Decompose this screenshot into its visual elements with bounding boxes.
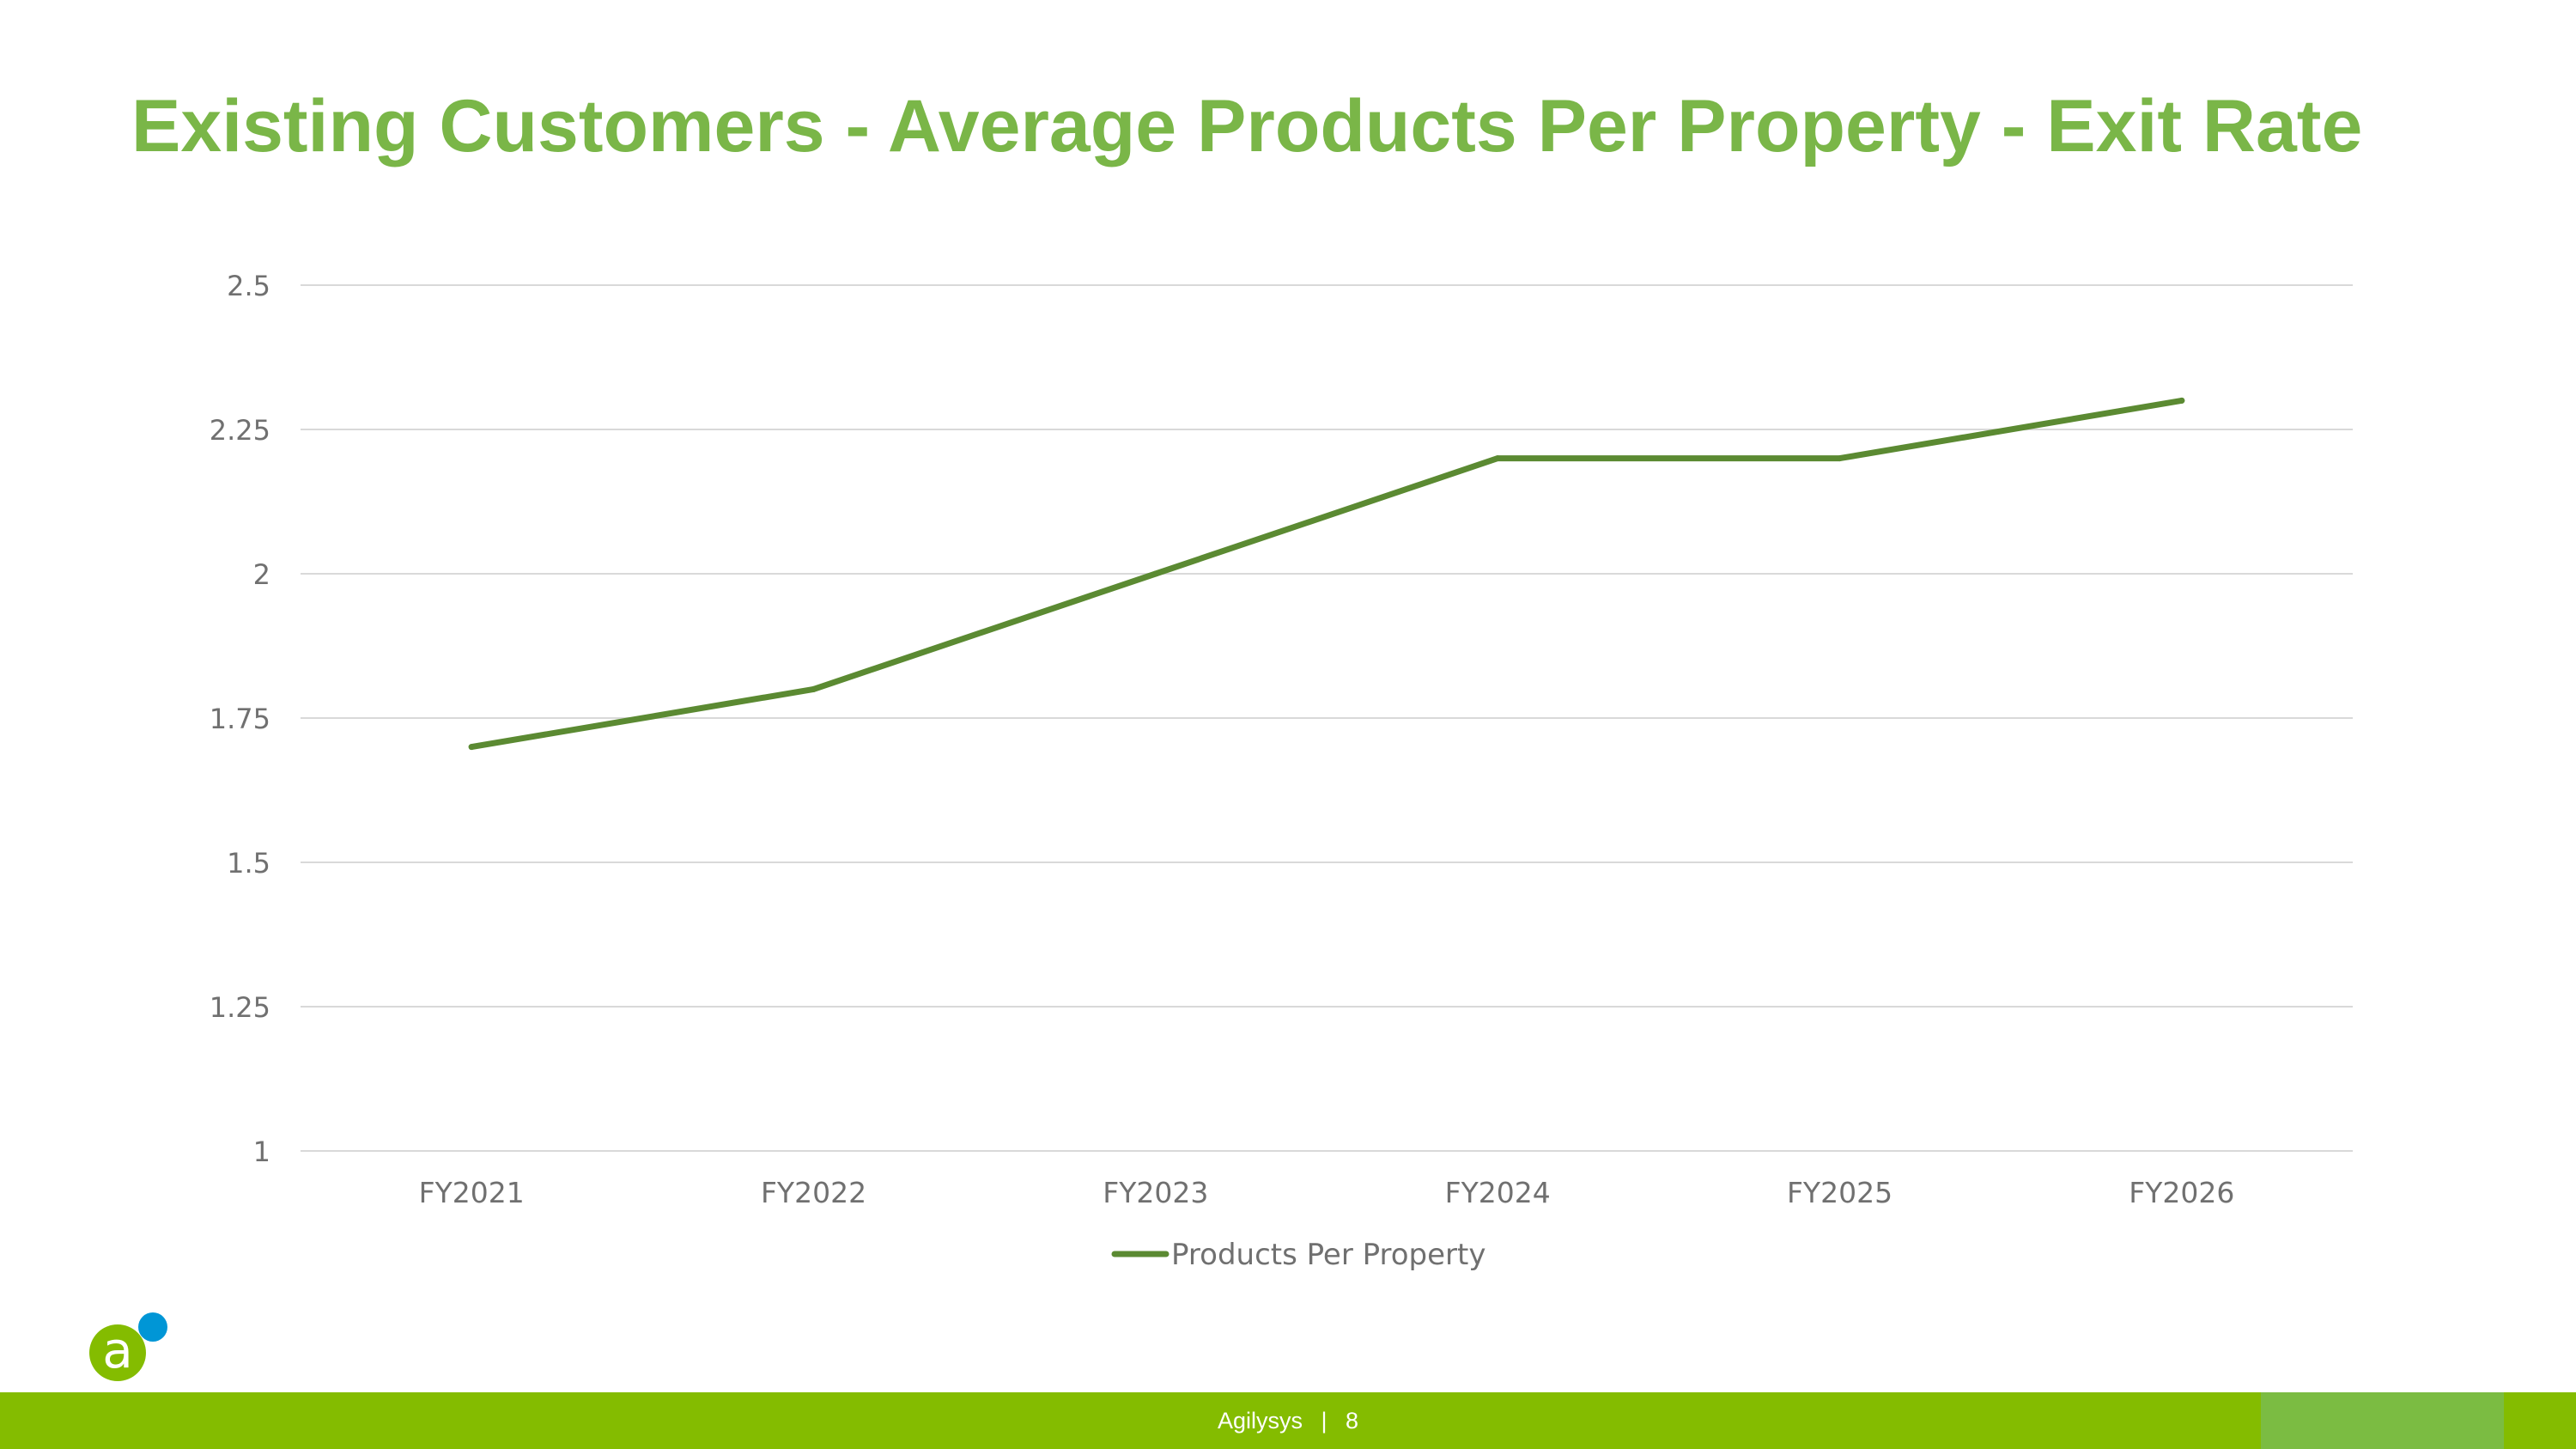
x-axis-tick-labels: FY2021 FY2022 FY2023 FY2024 FY2025 FY2026 — [419, 1176, 2235, 1209]
y-tick-label: 1.75 — [210, 703, 270, 735]
data-point — [1494, 455, 1501, 462]
x-tick-label: FY2021 — [419, 1176, 525, 1209]
x-tick-label: FY2023 — [1103, 1176, 1208, 1209]
chart-series — [468, 397, 2185, 751]
data-point — [1837, 455, 1843, 462]
chart-legend: Products Per Property — [1111, 1238, 1485, 1272]
chart-gridlines — [301, 284, 2353, 1152]
series-line — [468, 397, 2185, 751]
x-tick-label: FY2026 — [2129, 1176, 2234, 1209]
data-point — [811, 685, 817, 692]
slide-title: Existing Customers - Average Products Pe… — [131, 85, 2363, 167]
x-tick-label: FY2024 — [1445, 1176, 1551, 1209]
footer-page-number: 8 — [1346, 1408, 1359, 1434]
footer-text: Agilysys | 8 — [0, 1392, 2576, 1449]
footer-bar: Agilysys | 8 — [0, 1392, 2576, 1449]
x-tick-label: FY2025 — [1787, 1176, 1893, 1209]
y-tick-label: 1.25 — [210, 991, 270, 1024]
x-tick-label: FY2022 — [761, 1176, 866, 1209]
data-point — [2178, 397, 2185, 404]
logo-blue-dot — [138, 1312, 167, 1342]
y-tick-label: 2.25 — [210, 414, 270, 447]
y-tick-label: 2.5 — [227, 270, 270, 302]
data-point — [1152, 570, 1159, 577]
y-tick-label: 2 — [253, 558, 270, 591]
footer-accent-block — [2261, 1392, 2504, 1449]
agilysys-logo: a — [86, 1309, 180, 1386]
footer-separator: | — [1321, 1408, 1327, 1434]
y-tick-label: 1 — [253, 1135, 270, 1168]
logo-letter: a — [102, 1321, 133, 1379]
data-point — [468, 744, 475, 751]
legend-label: Products Per Property — [1171, 1238, 1485, 1272]
y-tick-label: 1.5 — [227, 847, 270, 880]
logo-green-circle: a — [89, 1324, 146, 1381]
footer-company: Agilysys — [1217, 1408, 1303, 1434]
y-axis-tick-labels: 1 1.25 1.5 1.75 2 2.25 2.5 — [210, 270, 270, 1168]
